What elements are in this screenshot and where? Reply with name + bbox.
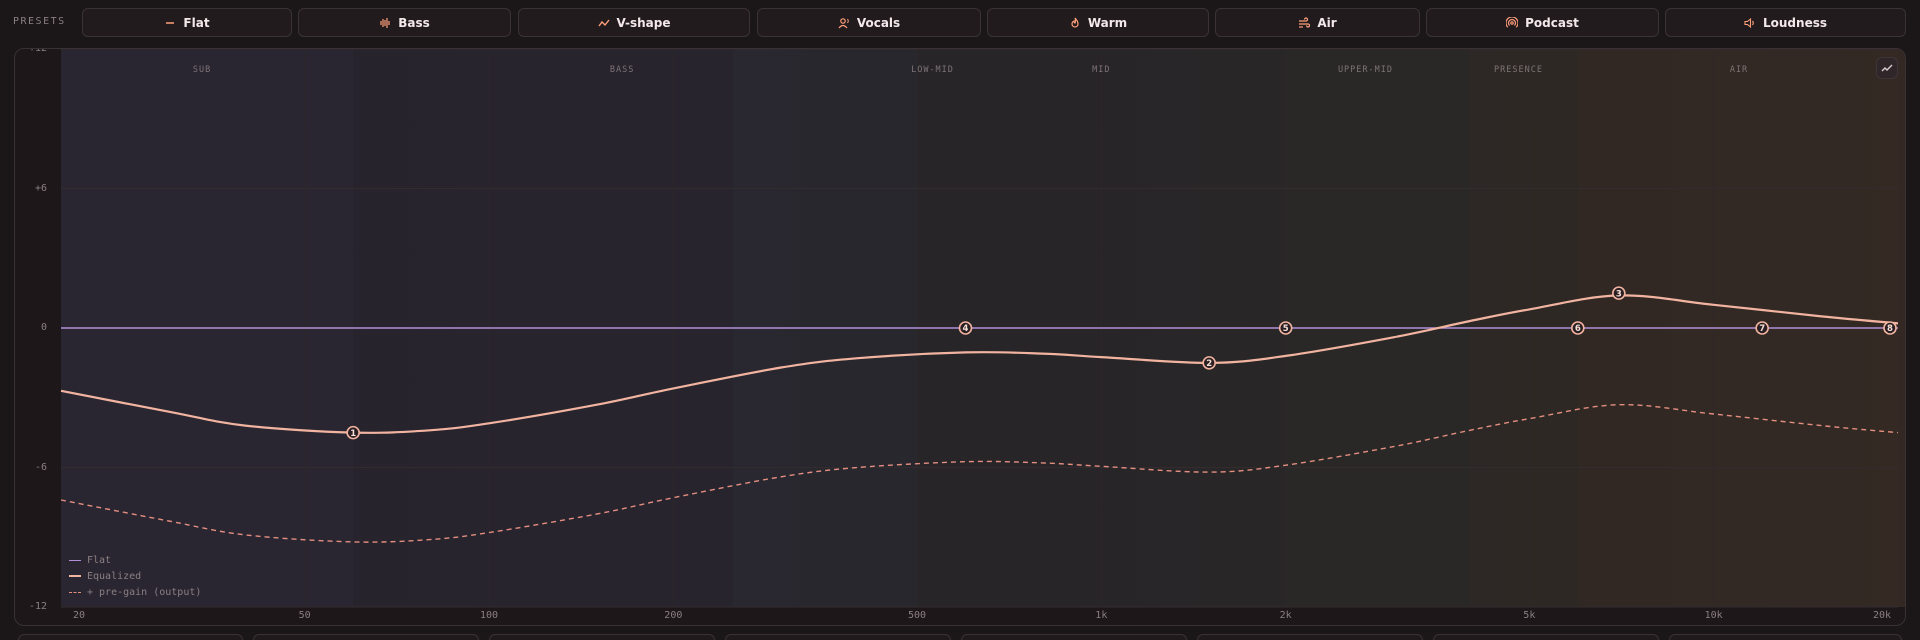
band-label: MID xyxy=(1092,65,1111,75)
eq-node-1[interactable]: 1 xyxy=(346,425,360,440)
eq-panel: 1 2 3 4 5 6 7 8 +12 +6 0 -6 -12 20 50 100 200 500 1k 2k 5k… xyxy=(14,48,1906,626)
preset-button-air[interactable]: Air xyxy=(1215,8,1420,37)
eq-node-handle[interactable] xyxy=(1612,286,1626,300)
eq-node-3[interactable]: 3 xyxy=(1612,286,1626,300)
preset-label: Warm xyxy=(1087,15,1128,30)
preset-button-bass[interactable]: Bass xyxy=(298,8,511,37)
x-tick-label: 20k xyxy=(1872,610,1892,621)
wind-icon xyxy=(1298,16,1311,29)
preset-button-loudness[interactable]: Loudness xyxy=(1665,8,1906,37)
band-label: PRESENCE xyxy=(1493,65,1543,75)
legend-label-pregain: + pre-gain (output) xyxy=(87,586,202,598)
eq-graph[interactable]: 1 2 3 4 5 6 7 8 xyxy=(15,49,1906,626)
legend-pregain: + pre-gain (output) xyxy=(69,584,201,600)
x-tick-label: 20 xyxy=(72,610,86,621)
x-tick-label: 5k xyxy=(1523,610,1536,621)
legend-swatch-equalized xyxy=(69,575,81,577)
preset-label: Air xyxy=(1317,15,1337,30)
analyzer-toggle-button[interactable] xyxy=(1876,57,1898,79)
band-card[interactable] xyxy=(18,634,243,640)
legend: Flat Equalized + pre-gain (output) xyxy=(69,552,201,600)
eq-node-label: 7 xyxy=(1759,324,1765,334)
band-card[interactable] xyxy=(1669,634,1902,640)
eq-node-label: 5 xyxy=(1283,324,1289,334)
legend-swatch-pregain xyxy=(69,591,81,593)
equalized-curve xyxy=(60,294,1899,434)
band-label: SUB xyxy=(192,65,212,75)
preset-button-podcast[interactable]: Podcast xyxy=(1426,8,1659,37)
flat-line-icon xyxy=(164,17,176,29)
y-tick-label: +6 xyxy=(34,182,47,194)
eq-node-2[interactable]: 2 xyxy=(1202,356,1216,370)
band-card[interactable] xyxy=(1433,634,1659,640)
voice-icon xyxy=(838,17,850,29)
eq-node-handle[interactable] xyxy=(958,321,973,335)
eq-node-handle[interactable] xyxy=(1571,321,1585,335)
eq-node-handle[interactable] xyxy=(1883,321,1897,335)
preset-button-warm[interactable]: Warm xyxy=(987,8,1209,37)
presets-label: PRESETS xyxy=(13,16,66,27)
preset-button-vocals[interactable]: Vocals xyxy=(757,8,981,37)
band-card[interactable] xyxy=(961,634,1187,640)
bottom-controls-edge xyxy=(0,634,1920,640)
presets-bar: PRESETS Flat Bass V-shape Vocals Warm Air Podc… xyxy=(0,0,1920,46)
eq-node-label: 3 xyxy=(1616,289,1622,299)
preset-label: Flat xyxy=(183,15,210,30)
band-label: UPPER-MID xyxy=(1337,65,1393,75)
band-label: AIR xyxy=(1729,65,1749,75)
broadcast-icon xyxy=(1506,16,1519,29)
eq-node-label: 4 xyxy=(963,324,969,334)
band-card[interactable] xyxy=(725,634,951,640)
legend-swatch-flat xyxy=(69,559,81,561)
eq-node-6[interactable]: 6 xyxy=(1571,321,1585,335)
eq-node-label: 8 xyxy=(1887,324,1893,334)
speaker-icon xyxy=(1744,17,1756,29)
legend-equalized: Equalized xyxy=(69,568,201,584)
eq-node-handle[interactable] xyxy=(1278,321,1293,335)
eq-node-label: 2 xyxy=(1206,359,1212,369)
preset-label: Bass xyxy=(398,15,430,30)
eq-node-5[interactable]: 5 xyxy=(1278,321,1293,335)
trend-icon xyxy=(597,17,610,29)
preset-label: Loudness xyxy=(1763,15,1827,30)
eq-node-handle[interactable] xyxy=(346,425,360,440)
legend-label-equalized: Equalized xyxy=(87,570,142,582)
eq-node-label: 6 xyxy=(1575,324,1581,334)
eq-node-handle[interactable] xyxy=(1755,321,1769,335)
waveform-icon xyxy=(379,17,391,29)
band-card[interactable] xyxy=(489,634,715,640)
flame-icon xyxy=(1069,17,1081,29)
eq-node-handle[interactable] xyxy=(1202,356,1216,370)
x-tick-label: 100 xyxy=(479,610,499,621)
preset-label: V-shape xyxy=(616,15,671,30)
preset-label: Podcast xyxy=(1525,15,1579,30)
x-tick-label: 1k xyxy=(1095,610,1108,621)
x-tick-label: 500 xyxy=(907,610,927,621)
eq-node-7[interactable]: 7 xyxy=(1755,321,1769,335)
x-tick-label: 10k xyxy=(1704,610,1723,621)
band-label: LOW-MID xyxy=(911,65,954,75)
y-tick-label: 0 xyxy=(40,322,47,333)
band-card[interactable] xyxy=(253,634,479,640)
band-label: BASS xyxy=(609,65,635,75)
legend-label-flat: Flat xyxy=(87,554,112,566)
y-tick-label: -12 xyxy=(28,601,47,612)
y-tick-label: -6 xyxy=(34,461,47,473)
preset-button-v-shape[interactable]: V-shape xyxy=(518,8,750,37)
eq-node-8[interactable]: 8 xyxy=(1883,321,1897,335)
trend-icon xyxy=(1881,64,1893,72)
x-tick-label: 200 xyxy=(664,610,683,621)
legend-flat: Flat xyxy=(69,552,201,568)
eq-node-4[interactable]: 4 xyxy=(958,321,973,335)
preset-label: Vocals xyxy=(856,15,901,30)
x-tick-label: 2k xyxy=(1279,610,1292,621)
preset-button-flat[interactable]: Flat xyxy=(82,8,292,37)
y-tick-label: +12 xyxy=(28,48,47,54)
band-card[interactable] xyxy=(1197,634,1423,640)
x-tick-label: 50 xyxy=(298,610,311,621)
eq-node-label: 1 xyxy=(350,429,356,439)
